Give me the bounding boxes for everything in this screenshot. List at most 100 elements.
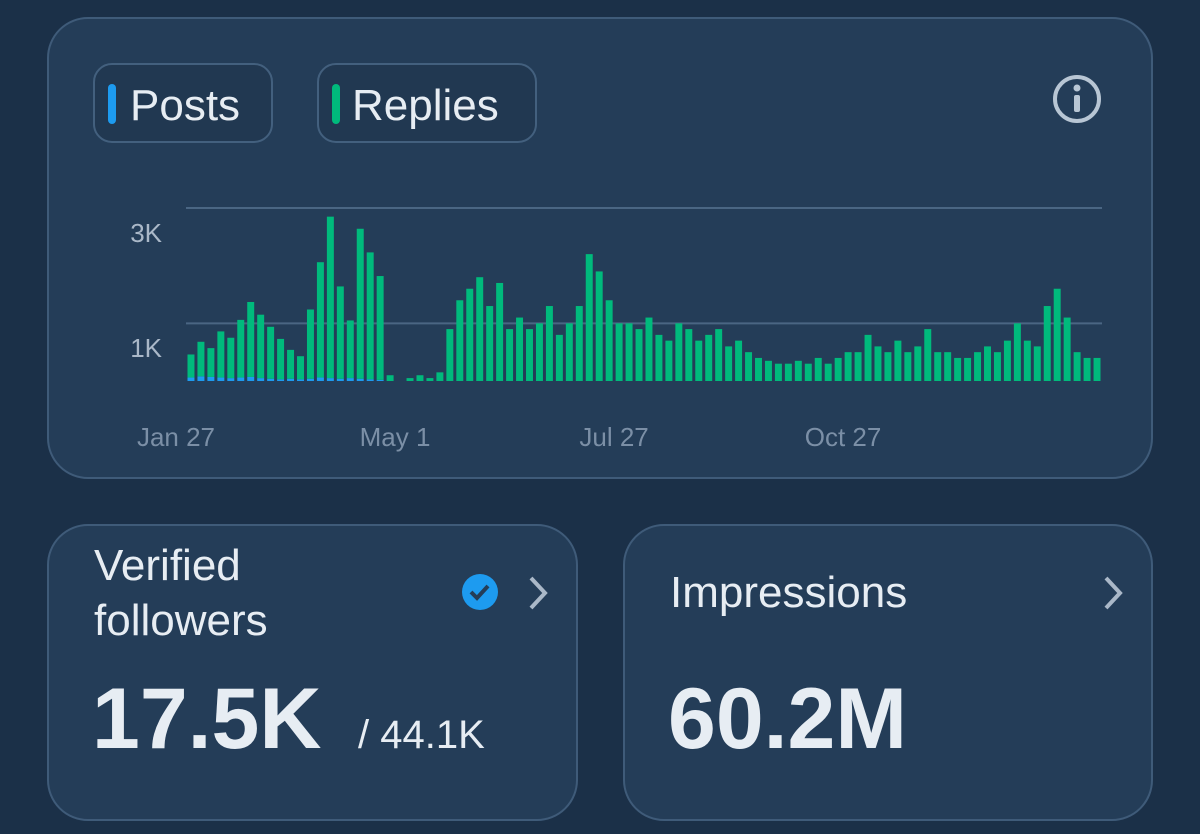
- bar: [187, 377, 195, 381]
- bar: [944, 352, 952, 381]
- bar: [526, 329, 533, 381]
- bar: [306, 309, 314, 379]
- bar: [187, 354, 195, 378]
- legend-swatch: [108, 84, 116, 124]
- bar: [565, 323, 573, 381]
- bar: [257, 314, 265, 379]
- impressions-card[interactable]: [623, 524, 1153, 821]
- bar: [595, 271, 603, 381]
- info-icon[interactable]: [1053, 75, 1101, 123]
- bar: [197, 341, 205, 377]
- bar: [426, 378, 434, 381]
- bar: [924, 329, 932, 381]
- bar: [356, 228, 364, 379]
- y-tick-label: 1K: [130, 333, 162, 363]
- bar: [794, 360, 802, 381]
- bar: [535, 323, 543, 381]
- bar: [346, 320, 354, 379]
- bar: [745, 352, 753, 381]
- bar: [436, 372, 444, 381]
- verified-badge: [462, 574, 498, 610]
- bar: [984, 346, 991, 381]
- bar: [446, 329, 454, 381]
- legend-pill[interactable]: [93, 63, 273, 143]
- bar: [974, 352, 982, 381]
- bar: [715, 329, 723, 381]
- bar: [306, 378, 314, 381]
- bar: [1003, 340, 1011, 381]
- bar: [476, 277, 484, 381]
- bar: [227, 378, 235, 381]
- chevron[interactable]: [529, 576, 548, 610]
- bar: [386, 375, 394, 381]
- legend-swatch: [332, 84, 340, 124]
- bar: [645, 317, 653, 381]
- bar: [804, 363, 812, 381]
- bar: [356, 378, 364, 381]
- x-tick-label: Oct 27: [805, 422, 882, 452]
- bar: [824, 363, 832, 381]
- bar: [844, 352, 852, 381]
- y-tick-label: 3K: [130, 218, 162, 248]
- bar: [217, 377, 225, 381]
- bar: [247, 376, 255, 381]
- bar: [376, 276, 384, 380]
- bar: [257, 378, 265, 381]
- bar: [605, 300, 613, 381]
- bar: [774, 363, 782, 381]
- followers-card[interactable]: [47, 524, 578, 821]
- bar: [685, 329, 693, 381]
- bar: [764, 360, 772, 381]
- bar: [1033, 346, 1041, 381]
- bar: [406, 378, 414, 381]
- bar: [376, 379, 384, 381]
- card-title: followers: [94, 596, 268, 645]
- bar: [575, 306, 583, 381]
- bar: [346, 378, 354, 381]
- bar: [545, 306, 553, 381]
- legend-label[interactable]: Replies: [352, 81, 499, 130]
- bar: [197, 376, 205, 381]
- bar: [237, 377, 245, 381]
- card-value: 17.5K: [92, 671, 322, 767]
- chevron[interactable]: [1104, 576, 1123, 610]
- bar: [1063, 317, 1071, 381]
- bar: [854, 352, 862, 381]
- bar: [207, 348, 215, 377]
- bar: [1023, 340, 1031, 381]
- bar: [705, 334, 713, 381]
- bar: [366, 379, 374, 381]
- bar: [277, 338, 285, 380]
- legend-label[interactable]: Posts: [130, 81, 240, 130]
- bar: [655, 334, 663, 381]
- bar: [237, 319, 245, 378]
- bar: [954, 357, 962, 381]
- bar: [695, 340, 703, 381]
- bar: [217, 331, 225, 378]
- bar: [585, 254, 593, 381]
- bar: [725, 346, 733, 381]
- bar: [456, 300, 464, 381]
- bar: [247, 301, 255, 377]
- bar: [1093, 357, 1101, 381]
- info-stem: [1074, 95, 1080, 112]
- bar: [555, 334, 563, 381]
- info-dot: [1073, 84, 1081, 92]
- card-total: / 44.1K: [358, 713, 485, 757]
- bar: [366, 252, 374, 380]
- bar: [326, 216, 334, 379]
- bar: [326, 378, 334, 381]
- x-tick-label: Jan 27: [137, 422, 215, 452]
- bar: [993, 352, 1001, 381]
- bar: [735, 340, 743, 381]
- bar: [416, 375, 424, 381]
- bar: [267, 326, 275, 379]
- bar: [814, 357, 822, 381]
- bar: [1073, 352, 1081, 381]
- bar: [466, 288, 474, 381]
- bar: [516, 317, 524, 381]
- legend-pill[interactable]: [317, 63, 537, 143]
- bar: [207, 376, 215, 381]
- bar: [297, 356, 304, 380]
